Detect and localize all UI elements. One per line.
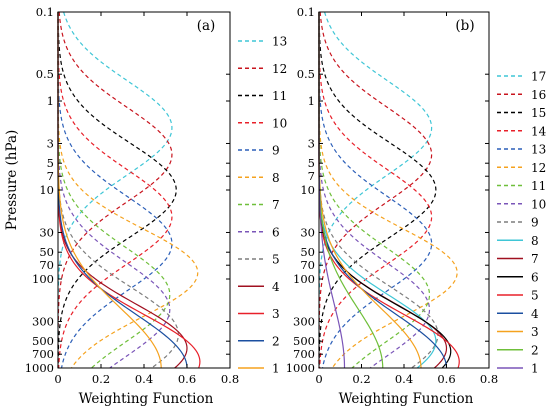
panel-label: (b) xyxy=(455,18,474,34)
legend-label-12: 12 xyxy=(272,62,287,76)
legend-label-4: 4 xyxy=(531,307,539,321)
legend-label-9: 9 xyxy=(272,144,280,158)
y-tick-label: 700 xyxy=(293,347,315,361)
legend-label-7: 7 xyxy=(531,252,539,266)
y-tick-label: 1000 xyxy=(25,361,54,375)
y-tick-label: 0.5 xyxy=(36,67,54,81)
legend-label-3: 3 xyxy=(531,325,539,339)
series-line-3 xyxy=(57,12,201,369)
legend-label-8: 8 xyxy=(531,234,539,248)
y-tick-label: 0.1 xyxy=(36,5,54,19)
y-tick-label: 300 xyxy=(32,314,54,328)
y-tick-label: 3 xyxy=(308,136,315,150)
series-line-1 xyxy=(57,12,162,369)
legend-label-1: 1 xyxy=(272,362,280,376)
legend-label-14: 14 xyxy=(531,124,547,138)
y-tick-label: 1 xyxy=(47,94,54,108)
series-line-3 xyxy=(318,12,422,369)
legend-label-13: 13 xyxy=(531,143,546,157)
y-tick-label: 70 xyxy=(39,258,54,272)
legend-label-9: 9 xyxy=(531,216,539,230)
y-tick-label: 100 xyxy=(32,272,54,286)
x-tick-label: 0 xyxy=(54,372,61,386)
legend-label-15: 15 xyxy=(531,106,546,120)
legend-label-6: 6 xyxy=(272,225,280,239)
legend-label-13: 13 xyxy=(272,35,287,49)
y-tick-label: 50 xyxy=(300,245,315,259)
legend-label-4: 4 xyxy=(272,280,280,294)
series-line-17 xyxy=(318,11,433,368)
legend-label-6: 6 xyxy=(531,270,539,284)
y-tick-label: 500 xyxy=(32,334,54,348)
series-line-6 xyxy=(57,12,171,369)
series-line-6 xyxy=(318,12,452,369)
series-line-12 xyxy=(57,11,173,369)
legend-label-11: 11 xyxy=(531,179,546,193)
series-line-10 xyxy=(57,12,173,369)
series-line-15 xyxy=(318,11,437,369)
x-tick-label: 0.6 xyxy=(178,372,196,386)
x-tick-label: 0.2 xyxy=(352,372,370,386)
x-tick-label: 0 xyxy=(315,372,322,386)
y-axis-label: Pressure (hPa) xyxy=(4,130,20,231)
y-tick-label: 5 xyxy=(47,156,54,170)
legend-label-2: 2 xyxy=(531,343,539,357)
x-axis-label: Weighting Function xyxy=(79,391,214,407)
x-tick-label: 0.6 xyxy=(437,372,455,386)
y-tick-label: 0.1 xyxy=(297,5,315,19)
y-tick-label: 0.5 xyxy=(297,67,315,81)
y-tick-label: 300 xyxy=(293,314,315,328)
series-line-7 xyxy=(57,12,171,369)
y-tick-label: 1000 xyxy=(286,361,315,375)
y-tick-label: 3 xyxy=(47,136,54,150)
series-line-13 xyxy=(57,11,173,368)
y-tick-label: 30 xyxy=(39,225,54,239)
y-tick-label: 50 xyxy=(39,245,54,259)
y-tick-label: 700 xyxy=(32,347,54,361)
y-tick-label: 1 xyxy=(308,94,315,108)
legend-label-7: 7 xyxy=(272,198,280,212)
x-axis-label: Weighting Function xyxy=(339,391,474,407)
y-tick-label: 70 xyxy=(300,258,315,272)
series-line-5 xyxy=(318,12,460,369)
y-tick-label: 100 xyxy=(293,272,315,286)
legend-label-10: 10 xyxy=(531,197,546,211)
legend-label-17: 17 xyxy=(531,70,546,84)
x-tick-label: 0.8 xyxy=(480,372,498,386)
y-tick-label: 500 xyxy=(293,334,315,348)
legend-label-2: 2 xyxy=(272,334,280,348)
legend-label-8: 8 xyxy=(272,171,280,185)
legend-label-12: 12 xyxy=(531,161,546,175)
legend-label-11: 11 xyxy=(272,89,287,103)
y-tick-label: 7 xyxy=(308,169,315,183)
x-tick-label: 0.8 xyxy=(221,372,239,386)
x-tick-label: 0.2 xyxy=(92,372,110,386)
x-tick-label: 0.4 xyxy=(135,372,153,386)
legend-label-5: 5 xyxy=(531,289,539,303)
legend-label-5: 5 xyxy=(272,253,280,267)
series-line-11 xyxy=(57,11,177,369)
y-tick-label: 7 xyxy=(47,169,54,183)
y-tick-label: 10 xyxy=(39,183,54,197)
y-tick-label: 5 xyxy=(308,156,315,170)
series-line-16 xyxy=(318,11,433,369)
y-tick-label: 30 xyxy=(300,225,315,239)
legend-label-1: 1 xyxy=(531,362,539,376)
legend-label-3: 3 xyxy=(272,307,280,321)
x-tick-label: 0.4 xyxy=(395,372,413,386)
series-line-2 xyxy=(318,12,384,369)
y-tick-label: 10 xyxy=(300,183,315,197)
legend-label-16: 16 xyxy=(531,88,546,102)
panel-label: (a) xyxy=(197,18,216,34)
legend-label-10: 10 xyxy=(272,116,287,130)
